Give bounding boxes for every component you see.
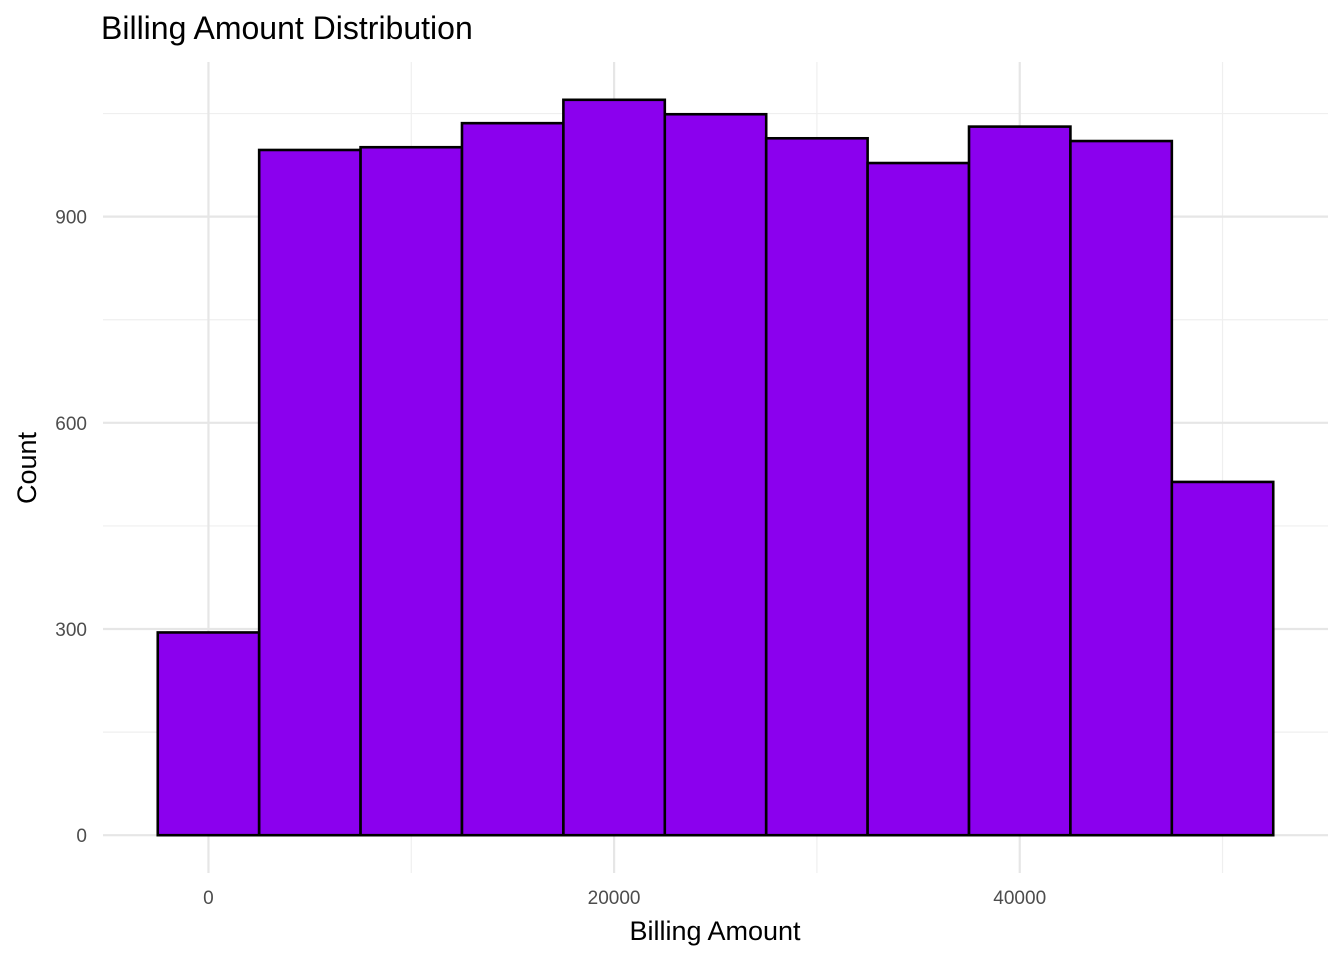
histogram-bar — [460, 121, 565, 837]
histogram-bar — [1170, 480, 1275, 837]
histogram-bar — [359, 145, 464, 837]
x-tick-label: 0 — [203, 888, 214, 909]
histogram-bar — [663, 112, 768, 837]
y-tick-label: 300 — [55, 620, 87, 641]
histogram-bar — [866, 161, 971, 837]
chart-title: Billing Amount Distribution — [101, 10, 473, 46]
histogram-bar — [562, 98, 667, 837]
x-tick-label: 40000 — [993, 888, 1046, 909]
y-axis-tick-labels: 0 300 600 900 — [55, 208, 87, 848]
histogram-bar — [967, 125, 1072, 837]
x-axis-tick-labels: 0 20000 40000 — [203, 888, 1046, 909]
histogram-bar — [156, 631, 261, 837]
y-tick-label: 900 — [55, 208, 87, 229]
y-axis-title: Count — [12, 431, 42, 504]
y-tick-label: 600 — [55, 414, 87, 435]
histogram-bar — [1069, 139, 1174, 837]
y-tick-label: 0 — [76, 826, 87, 847]
x-tick-label: 20000 — [588, 888, 641, 909]
histogram-bar — [257, 148, 362, 837]
histogram-bars — [156, 98, 1275, 837]
x-axis-title: Billing Amount — [629, 916, 801, 946]
histogram-bar — [764, 136, 869, 837]
